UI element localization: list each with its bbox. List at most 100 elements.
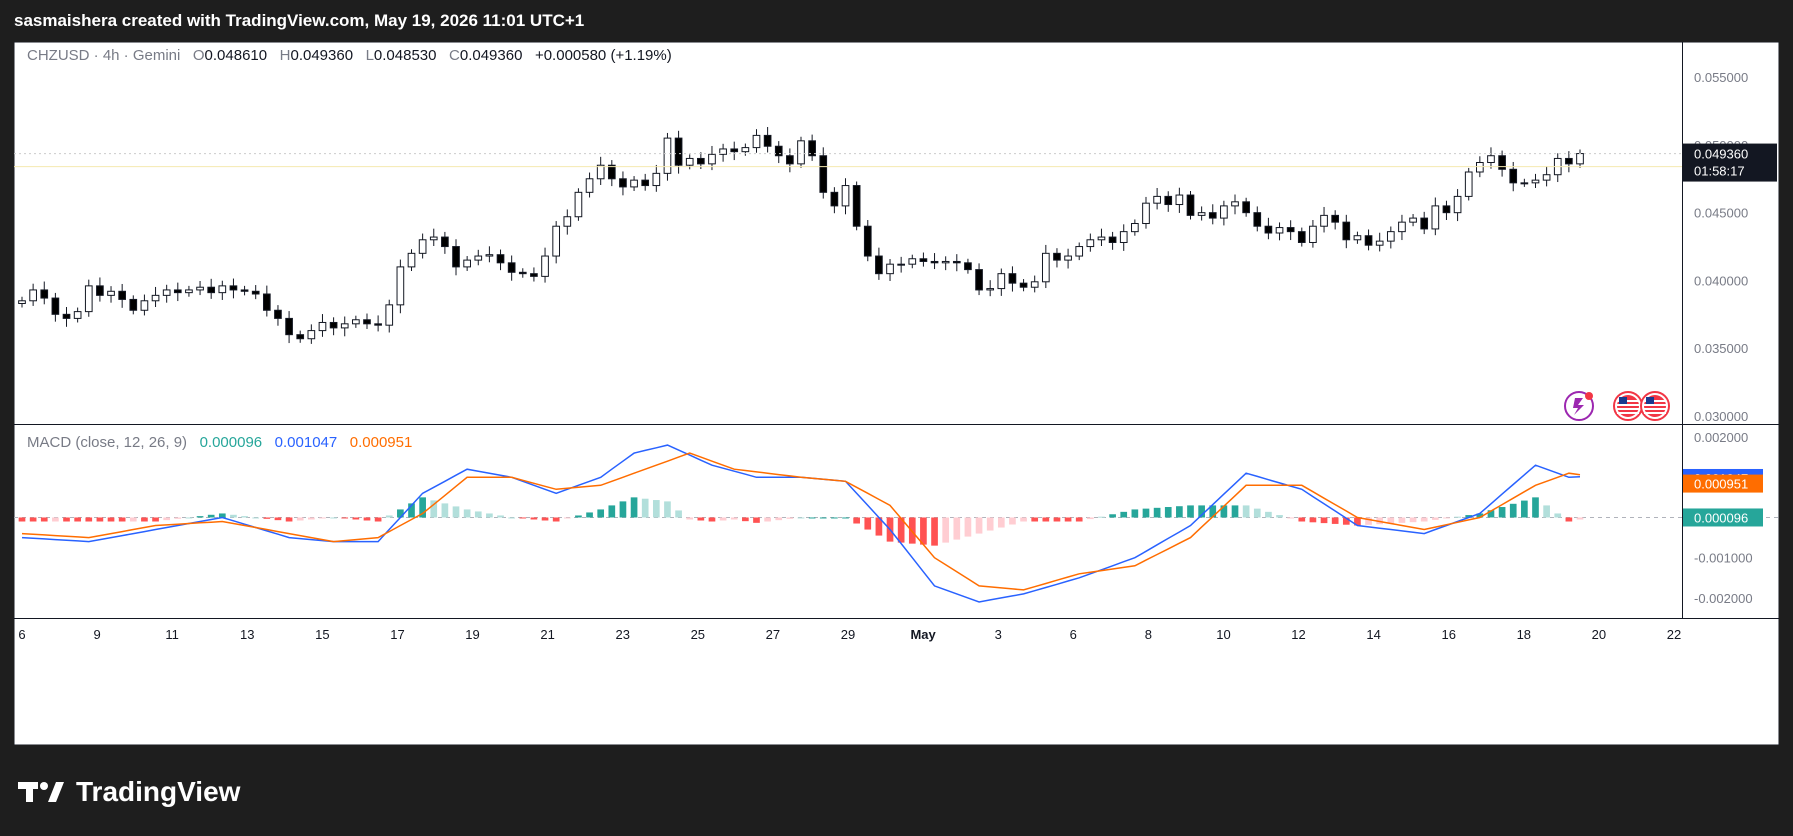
candle-body	[1386, 231, 1395, 242]
us-flag-stripe	[1617, 412, 1639, 414]
macd-histogram-bar	[174, 517, 182, 519]
candle-body	[1030, 281, 1039, 288]
macd-histogram-bar	[652, 500, 660, 518]
price-tick-label: 0.045000	[1694, 206, 1748, 221]
macd-histogram-bar	[1443, 517, 1450, 519]
macd-histogram-bar	[1576, 517, 1584, 520]
candle-body	[964, 262, 972, 271]
macd-histogram-bar	[319, 517, 326, 519]
candle-body	[1398, 221, 1406, 233]
candle-body	[808, 140, 816, 157]
macd-histogram-bar	[1242, 505, 1250, 518]
macd-histogram-bar	[552, 517, 560, 522]
us-flag-stripe	[1617, 408, 1639, 410]
macd-histogram-bar	[274, 517, 282, 521]
candle-body	[930, 260, 939, 264]
candle-body	[84, 285, 93, 313]
time-tick-label: 17	[390, 627, 404, 642]
candle-body	[763, 134, 772, 147]
time-tick-label: 3	[995, 627, 1002, 642]
macd-histogram-bar	[1276, 515, 1283, 518]
macd-histogram-bar	[463, 509, 471, 518]
candle-body	[1008, 273, 1017, 284]
candle-body	[62, 313, 71, 319]
candle-body	[240, 289, 249, 292]
chart-panel[interactable]: 0.0550000.0500000.0450000.0400000.035000…	[14, 42, 1779, 745]
macd-badge	[1683, 508, 1763, 527]
macd-histogram-bar	[953, 517, 961, 540]
candle-body	[196, 286, 204, 291]
low-label: L	[365, 47, 374, 64]
macd-histogram-bar	[85, 517, 93, 522]
macd-histogram-bar	[452, 506, 460, 518]
candle-body	[1509, 168, 1518, 184]
macd-histogram-bar	[74, 517, 81, 522]
candle-body	[641, 179, 650, 187]
change-value: +0.000580 (+1.19%)	[534, 47, 672, 64]
macd-histogram-bar	[1198, 505, 1205, 518]
chart-svg[interactable]: 0.0550000.0500000.0450000.0400000.035000…	[14, 42, 1779, 745]
macd-histogram-bar	[842, 517, 849, 519]
candle-body	[697, 157, 705, 165]
candle-body	[886, 263, 894, 275]
price-badge-countdown: 01:58:17	[1694, 164, 1745, 179]
candle-body	[1253, 212, 1262, 227]
candle-body	[852, 185, 861, 227]
macd-histogram-bar	[141, 517, 148, 522]
macd-histogram-bar	[1209, 505, 1217, 518]
candles-group	[18, 126, 1584, 344]
candle-body	[630, 179, 638, 188]
time-tick-label: 8	[1145, 627, 1152, 642]
candle-body	[652, 172, 661, 187]
candle-body	[1364, 235, 1373, 246]
candle-body	[140, 300, 149, 311]
macd-histogram-bar	[1142, 508, 1150, 518]
macd-tick-label: -0.001000	[1694, 551, 1753, 566]
candle-body	[129, 298, 138, 311]
candle-body	[296, 334, 305, 340]
us-flag-stripe	[1644, 412, 1666, 414]
price-tick-label: 0.030000	[1694, 409, 1748, 424]
candle-body	[797, 140, 805, 165]
candle-body	[1041, 252, 1050, 283]
macd-histogram-bar	[1053, 517, 1061, 522]
macd-histogram-bar	[897, 517, 905, 543]
candle-body	[1108, 236, 1117, 243]
time-tick-label: 6	[1070, 627, 1077, 642]
macd-badge	[1683, 474, 1763, 493]
candle-body	[997, 273, 1006, 290]
us-flag-stripe	[1644, 400, 1666, 402]
candle-body	[719, 148, 727, 155]
macd-histogram-bar	[1098, 516, 1105, 518]
macd-histogram-bar	[1020, 517, 1027, 522]
macd-histogram-bar	[1265, 511, 1272, 518]
macd-histogram-bar	[1320, 517, 1328, 524]
price-tick-label: 0.035000	[1694, 341, 1748, 356]
candle-body	[674, 137, 683, 166]
macd-histogram-bar	[419, 497, 426, 518]
us-flag-canton	[1646, 397, 1654, 404]
macd-histogram-bar	[975, 517, 983, 534]
candle-body	[1520, 182, 1529, 185]
candle-body	[1097, 236, 1106, 241]
candle-body	[841, 185, 850, 207]
macd-signal-value: 0.000951	[349, 434, 413, 451]
time-tick-label: 13	[240, 627, 254, 642]
candle-body	[318, 321, 327, 332]
candle-body	[1197, 212, 1206, 216]
candle-body	[285, 317, 293, 336]
macd-badge-value: 0.000951	[1694, 477, 1748, 492]
macd-badge-value: 0.000096	[1694, 510, 1748, 525]
macd-histogram-bar	[1176, 506, 1183, 518]
macd-histogram-bar	[1109, 514, 1116, 518]
lightning-icon-bolt	[1573, 398, 1584, 415]
macd-histogram-bar	[107, 517, 115, 522]
price-tick-label: 0.040000	[1694, 273, 1748, 288]
macd-histogram-bar	[1521, 500, 1528, 518]
macd-histogram-bar	[686, 517, 694, 520]
candle-body	[51, 297, 60, 315]
us-flag-stripe	[1617, 400, 1639, 402]
macd-histogram-bar	[1398, 517, 1406, 523]
macd-histogram-bar	[997, 517, 1005, 528]
candle-body	[1476, 162, 1484, 173]
